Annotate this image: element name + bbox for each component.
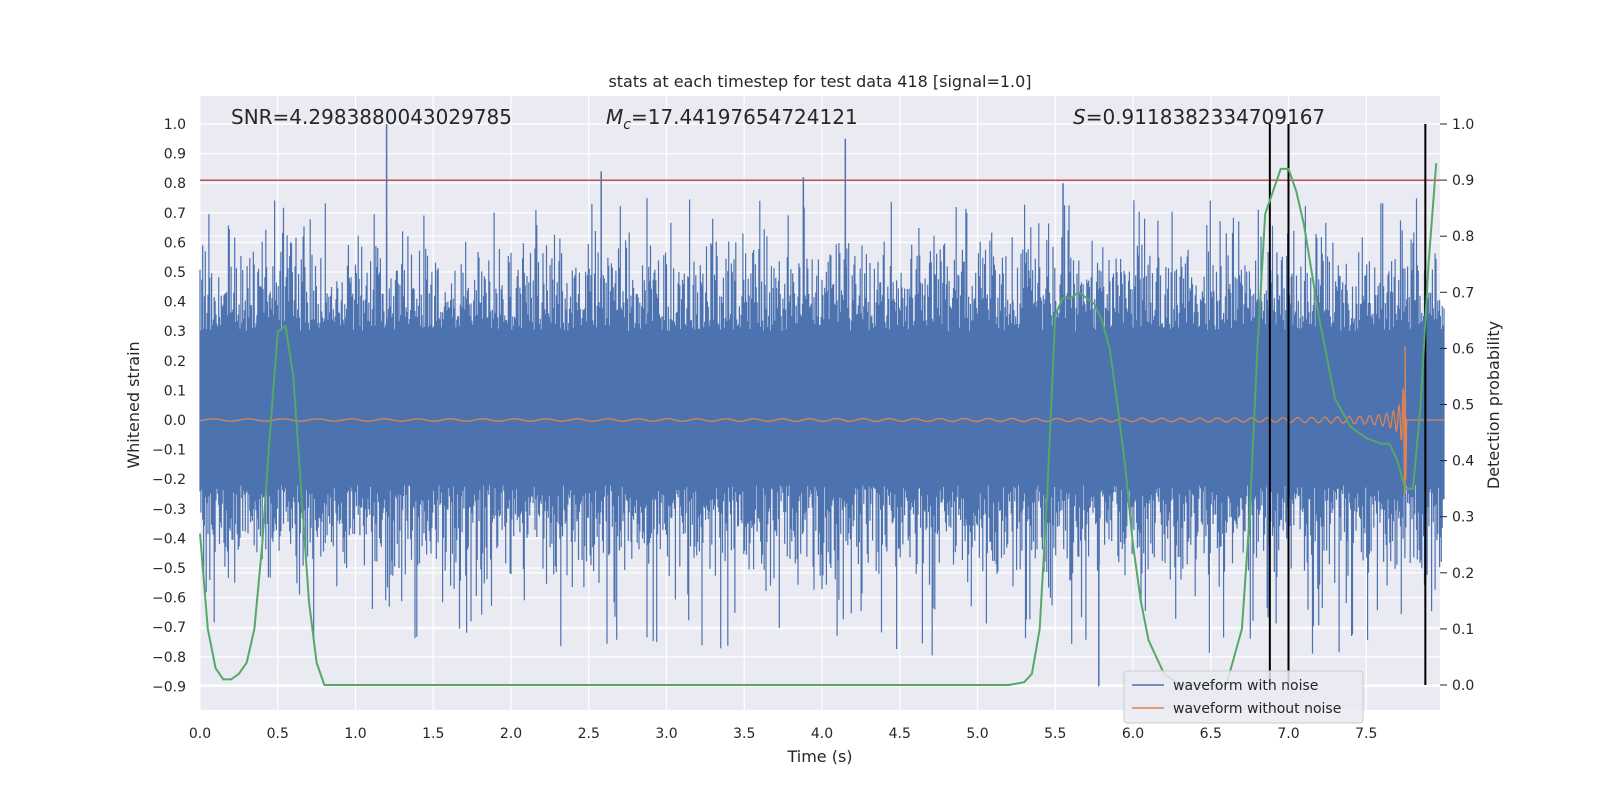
y2-tick-label: 0.0 xyxy=(1452,678,1474,694)
probability-series xyxy=(199,163,1438,686)
x-tick-label: 3.5 xyxy=(733,726,755,742)
y-tick-label: 0.5 xyxy=(164,265,186,281)
x-tick-label: 1.0 xyxy=(344,726,366,742)
y-axis-label: Whitened strain xyxy=(124,341,143,468)
y2-tick-label: 0.7 xyxy=(1452,285,1474,301)
x-axis-ticks: 0.0 0.5 1.0 1.5 2.0 2.5 3.0 3.5 4.0 4.5 5.0 5.5 6.0 6… xyxy=(189,726,1378,742)
y2-axis-label: Detection probability xyxy=(1484,321,1503,489)
mc-value: =17.44197654724121 xyxy=(631,105,858,129)
probability-line xyxy=(199,163,1438,686)
x-tick-label: 4.0 xyxy=(811,726,833,742)
y2-axis-ticks: 1.0 0.9 0.8 0.7 0.6 0.5 0.4 0.3 0.2 0.1 0.0 xyxy=(1440,117,1474,694)
y-tick-label: −0.7 xyxy=(152,620,186,636)
x-tick-label: 7.0 xyxy=(1277,726,1299,742)
x-tick-label: 4.5 xyxy=(889,726,911,742)
x-tick-label: 0.0 xyxy=(189,726,211,742)
y-tick-label: 0.7 xyxy=(164,206,186,222)
s-stat: S=0.9118382334709167 xyxy=(1073,105,1325,129)
y-tick-label: −0.3 xyxy=(152,502,186,518)
y2-tick-label: 0.4 xyxy=(1452,454,1474,470)
legend: waveform with noise waveform without noi… xyxy=(1123,670,1364,724)
legend-label-noisy: waveform with noise xyxy=(1173,678,1318,694)
x-tick-label: 2.0 xyxy=(500,726,522,742)
y2-tick-label: 0.3 xyxy=(1452,510,1474,526)
legend-box xyxy=(1123,670,1364,724)
x-tick-label: 3.0 xyxy=(655,726,677,742)
legend-label-clean: waveform without noise xyxy=(1173,701,1341,717)
x-tick-label: 5.0 xyxy=(966,726,988,742)
chart-title: stats at each timestep for test data 418… xyxy=(608,72,1031,91)
y2-tick-label: 0.6 xyxy=(1452,341,1474,357)
mc-stat: Mc=17.44197654724121 xyxy=(606,105,858,133)
snr-stat: SNR=4.2983880043029785 xyxy=(231,105,512,129)
s-value: =0.9118382334709167 xyxy=(1086,105,1325,129)
x-tick-label: 2.5 xyxy=(578,726,600,742)
y-tick-label: 0.3 xyxy=(164,324,186,340)
y-tick-label: 0.4 xyxy=(164,295,186,311)
clean-waveform-line xyxy=(199,345,1444,495)
y-tick-label: 0.6 xyxy=(164,235,186,251)
y2-tick-label: 0.9 xyxy=(1452,173,1474,189)
x-tick-label: 6.5 xyxy=(1200,726,1222,742)
y-tick-label: −0.4 xyxy=(152,531,186,547)
x-tick-label: 6.0 xyxy=(1122,726,1144,742)
x-tick-label: 0.5 xyxy=(267,726,289,742)
y2-tick-label: 0.1 xyxy=(1452,622,1474,638)
y2-tick-label: 1.0 xyxy=(1452,117,1474,133)
overlay-layer xyxy=(200,124,1440,685)
y-tick-label: 0.9 xyxy=(164,147,186,163)
y-tick-label: 0.0 xyxy=(164,413,186,429)
y-tick-label: −0.6 xyxy=(152,591,186,607)
y-tick-label: 0.2 xyxy=(164,354,186,370)
y-axis-ticks: 1.0 0.9 0.8 0.7 0.6 0.5 0.4 0.3 0.2 0.1 0.0 −0.1 −0.… xyxy=(152,117,186,695)
y-tick-label: 1.0 xyxy=(164,117,186,133)
y-tick-label: 0.1 xyxy=(164,383,186,399)
y-tick-label: −0.2 xyxy=(152,472,186,488)
y2-tick-label: 0.2 xyxy=(1452,566,1474,582)
x-tick-label: 5.5 xyxy=(1044,726,1066,742)
y2-tick-label: 0.5 xyxy=(1452,398,1474,414)
s-symbol: S xyxy=(1073,105,1086,129)
noisy-waveform-series xyxy=(199,124,1445,687)
y-tick-label: −0.8 xyxy=(152,650,186,666)
y-tick-label: −0.5 xyxy=(152,561,186,577)
mc-subscript: c xyxy=(623,117,631,133)
x-tick-label: 1.5 xyxy=(422,726,444,742)
mc-symbol: M xyxy=(606,105,623,129)
y2-tick-label: 0.8 xyxy=(1452,229,1474,245)
y-tick-label: −0.1 xyxy=(152,443,186,459)
y-tick-label: −0.9 xyxy=(152,679,186,695)
y-tick-label: 0.8 xyxy=(164,176,186,192)
x-axis-label: Time (s) xyxy=(786,747,852,766)
x-tick-label: 7.5 xyxy=(1355,726,1377,742)
clean-waveform-series xyxy=(199,345,1444,495)
